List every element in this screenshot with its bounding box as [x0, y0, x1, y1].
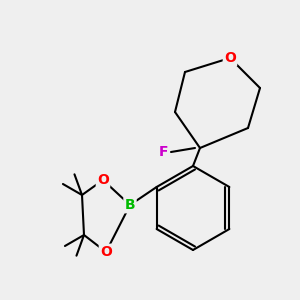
Text: B: B [125, 198, 135, 212]
Text: O: O [224, 51, 236, 65]
Text: O: O [97, 173, 109, 187]
Text: F: F [158, 145, 168, 159]
Text: O: O [100, 245, 112, 259]
